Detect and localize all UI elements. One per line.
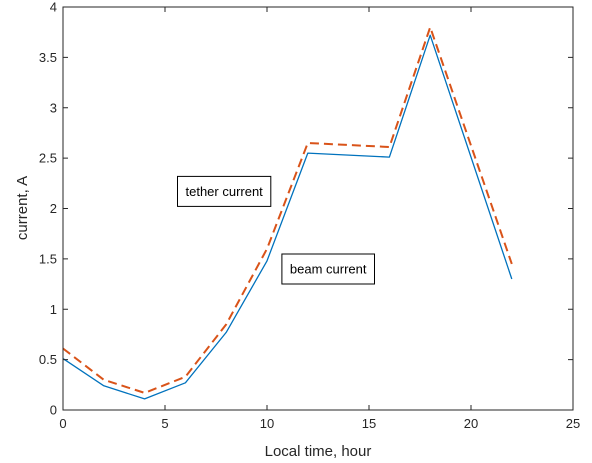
- x-tick-label: 0: [59, 416, 66, 431]
- y-tick-label: 3: [50, 100, 57, 115]
- annotation-frame: [177, 175, 272, 207]
- annotation-layer: tether current beam current: [177, 175, 375, 285]
- annotation-box-1: tether current: [177, 175, 272, 207]
- annotation-text: beam current: [290, 261, 367, 276]
- ticks-layer: 0 5 10 15 20 25 0 0.5 1 1.5 2 2.5 3 3.5 4: [39, 0, 580, 431]
- x-axis-title: Local time, hour: [265, 443, 372, 460]
- y-tick-label: 3.5: [39, 50, 57, 65]
- x-tick-label: 20: [464, 416, 478, 431]
- y-tick-label: 0: [50, 403, 57, 418]
- annotation-text: tether current: [185, 184, 263, 199]
- y-tick-label: 1: [50, 302, 57, 317]
- y-tick-label: 0.5: [39, 352, 57, 367]
- plot-area-background: [63, 7, 573, 410]
- y-tick-label: 2: [50, 201, 57, 216]
- x-tick-label: 15: [362, 416, 376, 431]
- x-tick-label: 5: [161, 416, 168, 431]
- series-line-2: [62, 26, 513, 394]
- x-tick-label: 10: [260, 416, 274, 431]
- annotation-box-2: beam current: [281, 253, 375, 285]
- series-layer: [62, 26, 513, 400]
- series-line-1: [62, 34, 513, 400]
- y-axis-title: current, A: [14, 176, 31, 240]
- y-tick-label: 4: [50, 0, 57, 15]
- x-tick-label: 25: [566, 416, 580, 431]
- y-tick-label: 1.5: [39, 251, 57, 266]
- y-tick-label: 2.5: [39, 151, 57, 166]
- annotation-frame: [281, 253, 375, 285]
